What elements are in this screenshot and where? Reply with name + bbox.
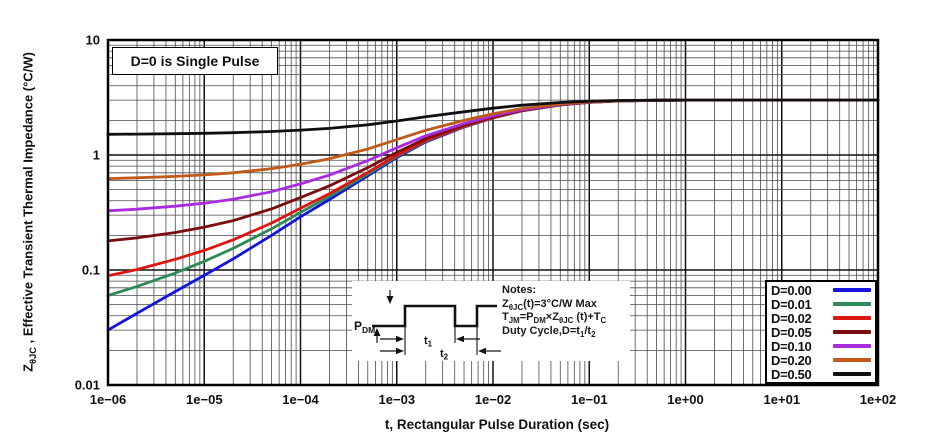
legend-item: D=0.01 (771, 296, 871, 312)
legend-line-swatch (833, 344, 871, 348)
legend-line-swatch (833, 302, 871, 306)
legend-item: D=0.10 (771, 338, 871, 354)
legend-line-swatch (833, 358, 871, 362)
legend-label: D=0.00 (771, 282, 812, 298)
legend-line-swatch (833, 330, 871, 334)
x-tick-label: 1e−06 (90, 392, 127, 407)
single-pulse-note: D=0 is Single Pulse (112, 47, 278, 75)
y-tick-labels: 10 1 0.1 0.01 (75, 33, 100, 393)
notes-line-zmax: ZθJC(t)=3°C/W Max (502, 297, 597, 312)
amplitude-arrow-head-down (386, 296, 394, 304)
t1-label: t1 (424, 335, 433, 349)
t1-arrow-head-left (456, 335, 464, 343)
legend-line-swatch (833, 372, 871, 376)
plot-border (106, 38, 880, 387)
notes-line-duty: Duty Cycle,D=t1/t2 (502, 324, 596, 339)
legend-line-swatch (833, 316, 871, 320)
x-tick-label: 1e+00 (667, 392, 704, 407)
t1-arrow-head-right (396, 335, 404, 343)
y-axis-symbol: Z (20, 363, 36, 372)
pulse-waveform-diagram: PDM t1 t2 (354, 290, 501, 361)
x-tick-label: 1e−03 (379, 392, 416, 407)
t2-label: t2 (440, 348, 449, 361)
pdm-label: PDM (354, 319, 375, 335)
t2-arrow-head-left (478, 347, 486, 355)
y-tick-label: 0.1 (82, 263, 100, 278)
y-axis-symbol-sub: θJC (28, 346, 39, 364)
x-tick-label: 1e−01 (571, 392, 608, 407)
legend-item: D=0.50 (771, 366, 871, 382)
legend-label: D=0.01 (771, 296, 812, 312)
y-tick-label: 0.01 (75, 378, 100, 393)
x-tick-label: 1e+01 (764, 392, 801, 407)
x-tick-label: 1e+02 (860, 392, 897, 407)
y-tick-label: 1 (93, 148, 100, 163)
waveform-inset: PDM t1 t2 Notes: ZθJC(t)=3°C/W Max TJM=P… (352, 281, 630, 361)
x-tick-label: 1e−04 (282, 392, 319, 407)
legend: D=0.00 D=0.01 D=0.02 D=0.05 D=0.10 D=0.20 D=0.… (765, 280, 877, 384)
pulse-train-line (372, 304, 497, 328)
x-tick-labels: 1e−06 1e−05 1e−04 1e−03 1e−02 1e−01 1e+00 1e+01… (90, 392, 897, 407)
edge-ticks (404, 326, 478, 355)
legend-line-swatch (833, 288, 871, 292)
legend-item: D=0.00 (771, 282, 871, 298)
baseline-arrow-head-up (373, 328, 381, 336)
curves (106, 98, 880, 332)
x-tick-label: 1e−02 (475, 392, 512, 407)
y-axis-text: , Effective Transient Thermal Impedance … (20, 52, 36, 347)
legend-label: D=0.02 (771, 310, 812, 326)
notes-title: Notes: (502, 284, 537, 296)
notes-line-tjm: TJM=PDM×ZθJC (t)+TC (502, 311, 607, 326)
legend-item: D=0.05 (771, 324, 871, 340)
legend-label: D=0.20 (771, 352, 812, 368)
legend-label: D=0.05 (771, 324, 812, 340)
t2-arrow-head-right (396, 347, 404, 355)
x-axis-title: t, Rectangular Pulse Duration (sec) (385, 417, 609, 432)
legend-item: D=0.20 (771, 352, 871, 368)
y-tick-label: 10 (86, 33, 100, 48)
curve-D=0.50 (106, 98, 880, 136)
y-axis-title: ZθJC , Effective Transient Thermal Imped… (20, 52, 39, 372)
x-tick-label: 1e−05 (186, 392, 223, 407)
legend-item: D=0.02 (771, 310, 871, 326)
notes-block: Notes: ZθJC(t)=3°C/W Max TJM=PDM×ZθJC (t… (502, 284, 630, 338)
legend-label: D=0.50 (771, 366, 812, 382)
legend-label: D=0.10 (771, 338, 812, 354)
